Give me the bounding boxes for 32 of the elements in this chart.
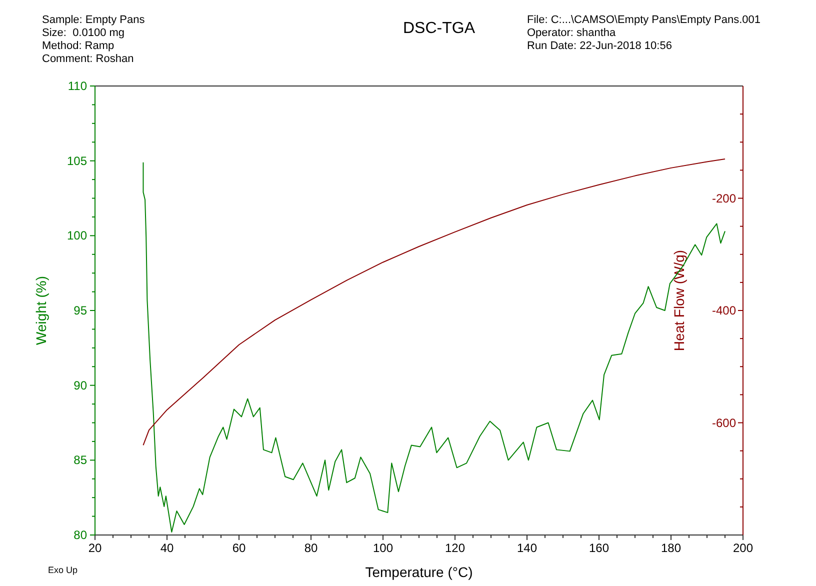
text: Comment: Roshan — [42, 53, 134, 65]
x-tick-label: 80 — [304, 541, 318, 555]
y-tick-label: 110 — [68, 79, 88, 93]
chart-title: DSC-TGA — [403, 20, 476, 37]
x-tick-label: 180 — [660, 541, 682, 555]
text: Operator: shantha — [527, 27, 617, 39]
text: Method: Ramp — [42, 40, 114, 52]
text: Run Date: 22-Jun-2018 10:56 — [527, 40, 672, 52]
x-tick-label: 140 — [516, 541, 538, 555]
x-tick-label: 200 — [732, 541, 754, 555]
y-tick-label: 85 — [74, 453, 88, 468]
y2-tick-label: -600 — [712, 416, 736, 430]
y-tick-label: 105 — [66, 154, 88, 168]
x-tick-label: 160 — [588, 541, 610, 555]
y-tick-label: 100 — [66, 228, 88, 243]
y2-tick-label: -200 — [712, 191, 736, 206]
y-tick-label: 95 — [74, 304, 88, 318]
y-tick-label: 80 — [74, 528, 88, 542]
text: Exo Up — [48, 565, 78, 575]
x-tick-label: 40 — [160, 541, 174, 555]
y-tick-label: 90 — [74, 378, 88, 392]
text: Size: 0.0100 mg — [42, 27, 125, 39]
y-axis-title: Weight (%) — [33, 276, 49, 345]
y2-tick-label: -400 — [712, 304, 736, 318]
x-axis-title: Temperature (°C) — [365, 564, 473, 580]
x-tick-label: 60 — [232, 541, 246, 555]
y2-axis-title: Heat Flow (W/g) — [671, 250, 687, 352]
text: Sample: Empty Pans — [42, 14, 146, 26]
x-tick-label: 120 — [444, 541, 466, 555]
x-tick-label: 20 — [88, 541, 102, 555]
text: File: C:...\CAMSO\Empty Pans\Empty Pans.001 — [527, 14, 761, 26]
x-tick-label: 100 — [372, 541, 394, 555]
